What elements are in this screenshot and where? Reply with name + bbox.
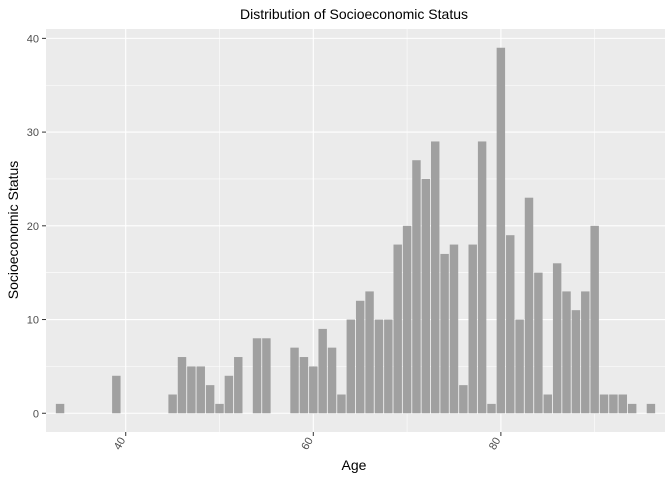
bar-age-77	[468, 244, 477, 414]
x-tick-label: 60	[299, 436, 316, 453]
y-tick-label: 20	[27, 221, 39, 233]
bar-age-66	[365, 291, 374, 414]
bar-age-59	[299, 357, 309, 414]
bar-age-96	[646, 403, 656, 414]
chart-title: Distribution of Socioeconomic Status	[240, 6, 468, 22]
bar-age-65	[355, 300, 365, 414]
bar-age-64	[346, 319, 356, 414]
bar-age-87	[562, 291, 571, 414]
y-tick-label: 10	[27, 315, 39, 327]
bar-age-72	[421, 178, 431, 414]
bar-age-90	[590, 225, 599, 414]
bars	[55, 47, 656, 414]
bar-age-60	[309, 366, 318, 414]
bar-age-76	[459, 385, 468, 414]
bar-age-83	[524, 197, 534, 414]
y-tick-label: 0	[33, 408, 39, 420]
bar-age-88	[571, 310, 581, 414]
bar-age-67	[374, 319, 384, 414]
bar-age-45	[168, 394, 177, 414]
bar-age-78	[477, 141, 487, 414]
bar-age-39	[112, 375, 121, 414]
x-axis-title: Age	[342, 457, 367, 473]
plot-panel	[46, 29, 665, 432]
y-axis-title: Socioeconomic Status	[5, 161, 21, 300]
bar-age-61	[318, 328, 327, 414]
bar-age-70	[402, 225, 412, 414]
bar-age-33	[55, 403, 65, 414]
bar-age-80	[496, 47, 506, 414]
bar-age-58	[290, 347, 299, 414]
bar-age-81	[506, 235, 515, 414]
bar-age-85	[543, 394, 552, 414]
y-tick-label: 40	[27, 33, 39, 45]
y-tick-label: 30	[27, 127, 39, 139]
bar-age-50	[215, 403, 224, 414]
bar-age-86	[552, 263, 562, 414]
bar-age-51	[224, 375, 234, 414]
bar-age-92	[609, 394, 618, 414]
bar-age-54	[252, 338, 262, 414]
bar-age-74	[440, 253, 449, 414]
bar-age-46	[177, 357, 187, 414]
bar-age-55	[262, 338, 271, 414]
x-tick-label: 40	[112, 436, 129, 453]
bar-age-84	[534, 272, 543, 414]
bar-age-49	[205, 385, 215, 414]
bar-age-62	[327, 347, 337, 414]
x-axis: 40 60 80	[112, 432, 504, 453]
bar-age-79	[487, 403, 496, 414]
bar-age-69	[393, 244, 402, 414]
x-tick-label: 80	[487, 436, 504, 453]
bar-age-73	[430, 141, 440, 414]
bar-age-82	[515, 319, 524, 414]
y-axis: 0 10 20 30 40	[27, 33, 46, 420]
bar-age-71	[412, 160, 421, 414]
bar-age-75	[449, 244, 459, 414]
bar-age-63	[337, 394, 346, 414]
bar-age-48	[196, 366, 205, 414]
bar-age-93	[618, 394, 628, 414]
bar-age-94	[627, 403, 637, 414]
bar-age-52	[234, 357, 243, 414]
bar-age-89	[581, 291, 590, 414]
bar-age-68	[384, 319, 393, 414]
bar-age-91	[599, 394, 609, 414]
bar-age-47	[187, 366, 196, 414]
